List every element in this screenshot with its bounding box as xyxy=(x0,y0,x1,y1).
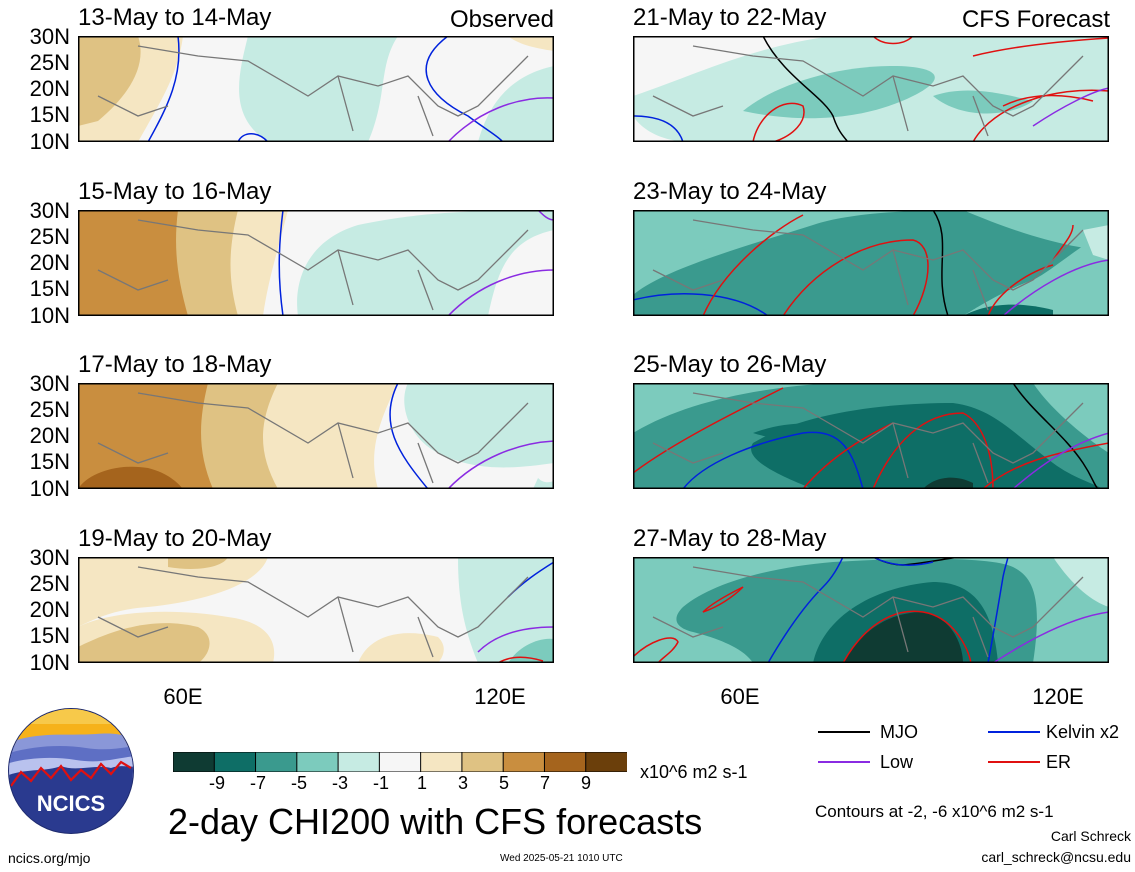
lat-label: 20N xyxy=(29,597,70,622)
colorbar-tick-label: -7 xyxy=(249,773,266,793)
colorbar-swatch xyxy=(543,751,587,773)
contour-note: Contours at -2, -6 x10^6 m2 s-1 xyxy=(815,802,1054,821)
colorbar-tick-label: 7 xyxy=(539,773,550,793)
lat-label: 30N xyxy=(29,24,70,49)
colorbar-swatch xyxy=(296,751,340,773)
legend-swatch-mjo xyxy=(818,722,870,747)
lat-label: 10N xyxy=(29,650,70,675)
lat-label: 10N xyxy=(29,476,70,501)
colorbar-tick-label: -5 xyxy=(290,773,307,793)
footer-email[interactable]: carl_schreck@ncsu.edu xyxy=(981,849,1131,865)
legend-label-mjo: MJO xyxy=(880,722,918,742)
colorbar-tick-label: -9 xyxy=(208,773,225,793)
colorbar-swatch xyxy=(337,751,381,773)
panel-tag-observed: Observed xyxy=(449,6,554,33)
panel-title: 27-May to 28-May xyxy=(633,525,827,552)
ncics-logo: NCICS xyxy=(6,706,136,836)
colorbar-swatch xyxy=(213,751,257,773)
logo-text: NCICS xyxy=(37,791,105,816)
lon-label: 60E xyxy=(163,684,203,709)
map-panel xyxy=(633,557,1109,663)
lat-label: 30N xyxy=(29,198,70,223)
lat-label: 30N xyxy=(29,545,70,570)
colorbar-swatch xyxy=(172,751,216,773)
colorbar xyxy=(172,751,629,777)
footer-author: Carl Schreck xyxy=(1050,828,1131,844)
lat-label: 20N xyxy=(29,250,70,275)
map-panel xyxy=(78,383,554,489)
colorbar-tick-label: -3 xyxy=(331,773,348,793)
legend-swatch-er xyxy=(988,752,1040,777)
map-panel xyxy=(78,36,554,142)
colorbar-tick-label: 1 xyxy=(416,773,427,793)
lat-label: 25N xyxy=(29,571,70,596)
panel-title: 21-May to 22-May xyxy=(633,4,827,31)
panel-title: 25-May to 26-May xyxy=(633,351,827,378)
colorbar-swatch xyxy=(420,751,463,773)
map-panel xyxy=(78,210,554,316)
map-panel xyxy=(633,383,1109,489)
lat-label: 10N xyxy=(29,303,70,328)
lat-label: 15N xyxy=(29,449,70,474)
colorbar-tick-label: 9 xyxy=(580,773,591,793)
figure-title: 2-day CHI200 with CFS forecasts xyxy=(168,801,703,842)
lon-label: 120E xyxy=(1032,684,1084,709)
lat-label: 25N xyxy=(29,50,70,75)
colorbar-swatch xyxy=(378,751,422,773)
lat-label: 15N xyxy=(29,102,70,127)
map-panel xyxy=(633,36,1109,142)
lat-label: 25N xyxy=(29,397,70,422)
panel-title: 17-May to 18-May xyxy=(78,351,272,378)
legend-label-kelvin: Kelvin x2 xyxy=(1046,722,1120,742)
legend-label-low: Low xyxy=(880,752,914,772)
legend-swatch-low xyxy=(818,752,870,777)
lat-label: 30N xyxy=(29,371,70,396)
colorbar-swatch xyxy=(255,751,298,773)
legend-label-er: ER xyxy=(1046,752,1072,772)
legend-swatch-kelvin xyxy=(988,722,1040,747)
footer-timestamp: Wed 2025-05-21 1010 UTC xyxy=(500,853,623,864)
footer-url[interactable]: ncics.org/mjo xyxy=(8,850,91,866)
colorbar-tick-label: 5 xyxy=(498,773,509,793)
lon-label: 60E xyxy=(720,684,760,709)
lat-label: 25N xyxy=(29,224,70,249)
panel-title: 13-May to 14-May xyxy=(78,4,272,31)
lat-label: 15N xyxy=(29,276,70,301)
lat-label: 10N xyxy=(29,129,70,154)
panel-title: 15-May to 16-May xyxy=(78,178,272,205)
map-panel xyxy=(78,557,554,663)
lat-label: 20N xyxy=(29,423,70,448)
lat-label: 15N xyxy=(29,623,70,648)
colorbar-swatch xyxy=(585,751,629,773)
colorbar-tick-label: -1 xyxy=(372,773,389,793)
colorbar-tick-label: 3 xyxy=(457,773,468,793)
lat-label: 20N xyxy=(29,76,70,101)
colorbar-swatch xyxy=(461,751,505,773)
panel-title: 23-May to 24-May xyxy=(633,178,827,205)
lon-label: 120E xyxy=(474,684,526,709)
colorbar-units: x10^6 m2 s-1 xyxy=(640,762,748,782)
map-panel xyxy=(633,210,1109,316)
colorbar-swatch xyxy=(502,751,546,773)
panel-title: 19-May to 20-May xyxy=(78,525,272,552)
panel-tag-cfs-forecast: CFS Forecast xyxy=(961,6,1110,33)
